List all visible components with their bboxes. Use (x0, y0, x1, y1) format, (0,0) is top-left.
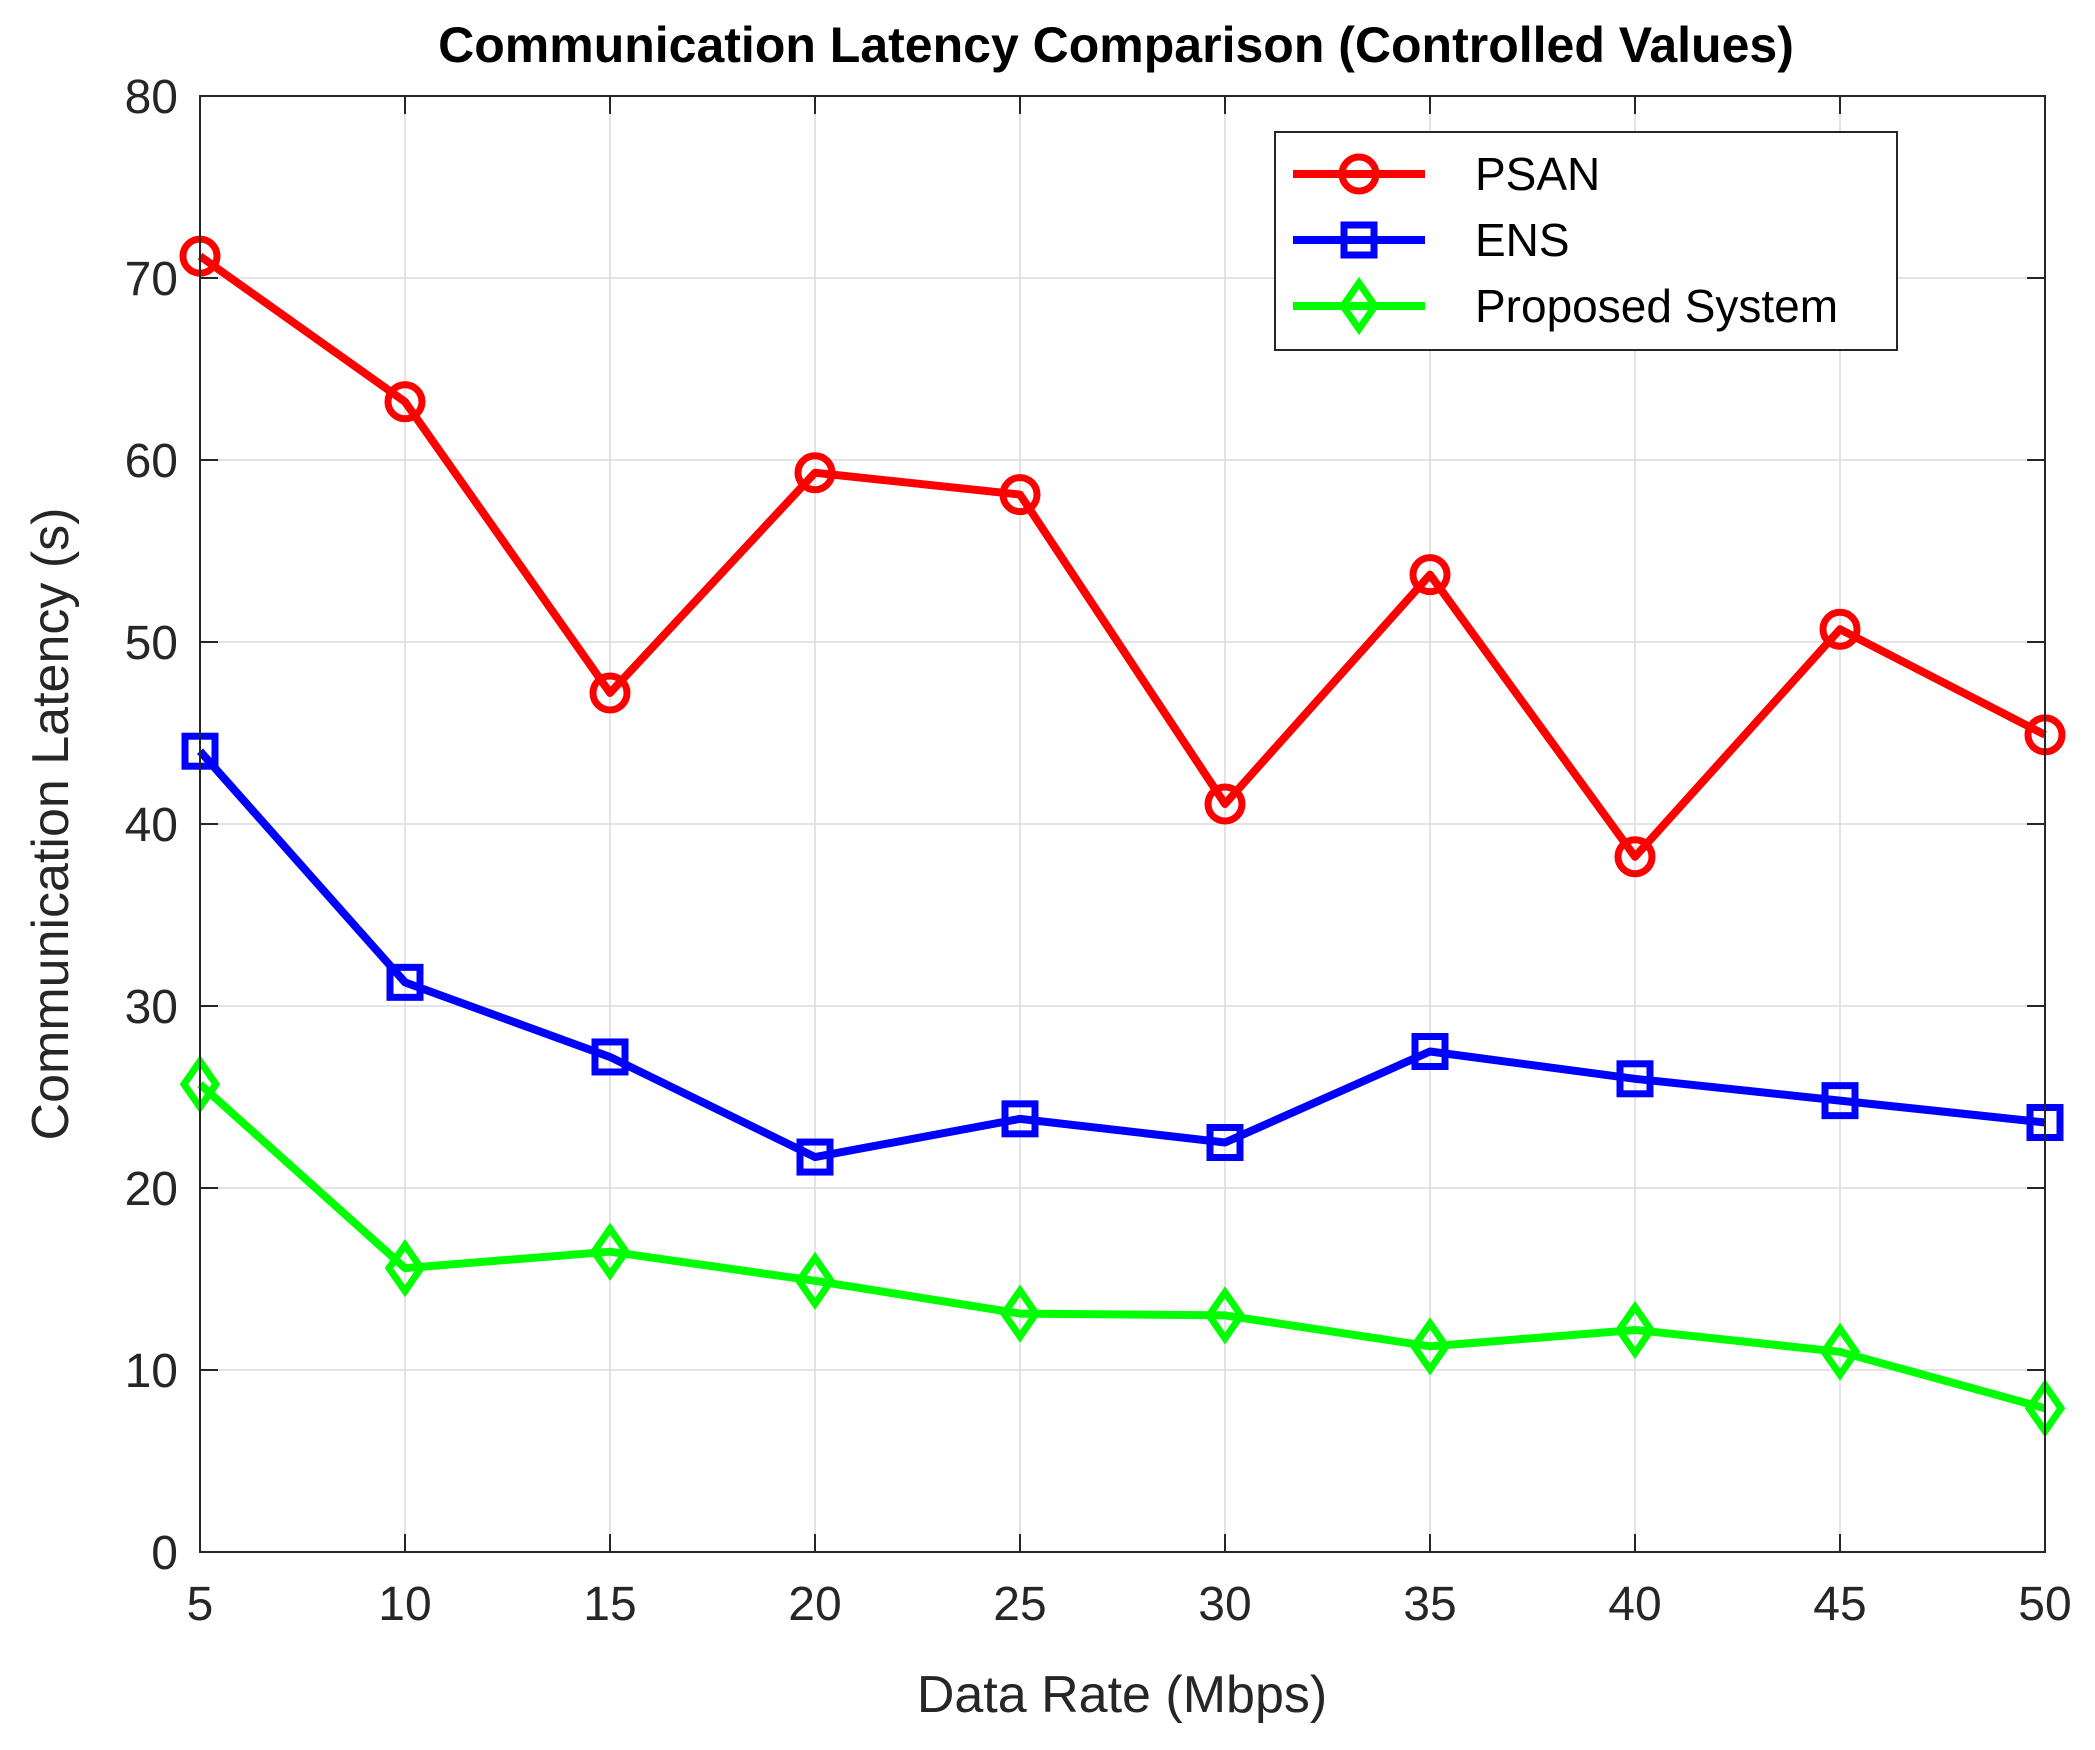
data-point-circle (1204, 783, 1246, 825)
legend-item: PSAN (1293, 148, 1600, 200)
legend-label: ENS (1475, 214, 1570, 266)
series-line (197, 1081, 2047, 1413)
data-point-diamond (794, 1251, 836, 1310)
legend-marker-circle (1338, 153, 1380, 195)
data-point-circle (1614, 836, 1656, 878)
chart-title: Communication Latency Comparison (Contro… (438, 17, 1794, 73)
data-point-diamond (1819, 1322, 1861, 1381)
y-tick-label: 0 (151, 1527, 178, 1580)
series-psan (179, 235, 2066, 878)
legend-item: ENS (1293, 214, 1570, 266)
x-tick-label: 30 (1198, 1578, 1251, 1631)
data-point-square (1821, 1082, 1859, 1120)
legend-label: Proposed System (1475, 280, 1838, 332)
x-tick-label: 5 (187, 1578, 214, 1631)
x-tick-label: 25 (993, 1578, 1046, 1631)
data-point-circle (794, 452, 836, 494)
data-point-square (1616, 1060, 1654, 1098)
data-point-diamond (1409, 1317, 1451, 1376)
x-tick-label: 40 (1608, 1578, 1661, 1631)
x-tick-label: 20 (788, 1578, 841, 1631)
x-tick-label: 45 (1813, 1578, 1866, 1631)
x-tick-label: 15 (583, 1578, 636, 1631)
y-tick-label: 20 (125, 1163, 178, 1216)
x-tick-label: 35 (1403, 1578, 1456, 1631)
legend: PSAN ENS Proposed System (1274, 131, 1898, 351)
data-point-square (386, 963, 424, 1001)
y-tick-label: 40 (125, 799, 178, 852)
data-point-diamond (589, 1222, 631, 1281)
legend-label: PSAN (1475, 148, 1600, 200)
series-line (197, 748, 2046, 1162)
x-axis-label: Data Rate (Mbps) (917, 1666, 1327, 1724)
data-point-square (1206, 1124, 1244, 1161)
legend-marker-diamond (1338, 276, 1380, 336)
legend-marker-square (1340, 221, 1378, 259)
series-group (179, 235, 2066, 1438)
data-point-square (591, 1038, 629, 1076)
legend-item: Proposed System (1293, 276, 1838, 336)
x-tick-label: 50 (2018, 1578, 2071, 1631)
y-tick-label: 70 (125, 253, 178, 306)
x-tick-label: 10 (378, 1578, 431, 1631)
y-tick-label: 30 (125, 981, 178, 1034)
data-point-circle (1819, 608, 1861, 650)
series-line (197, 252, 2047, 861)
y-tick-label: 80 (125, 71, 178, 124)
data-point-diamond (999, 1284, 1041, 1343)
data-point-square (1411, 1033, 1449, 1070)
data-point-square (1001, 1100, 1039, 1138)
data-point-diamond (1614, 1300, 1656, 1360)
y-tick-label: 60 (125, 435, 178, 488)
y-tick-label: 50 (125, 617, 178, 670)
y-axis-label: Communication Latency (s) (22, 508, 80, 1141)
y-tick-label: 10 (125, 1345, 178, 1398)
data-point-circle (999, 474, 1041, 516)
data-point-diamond (1204, 1286, 1246, 1345)
data-point-circle (589, 672, 631, 714)
data-point-diamond (384, 1238, 426, 1298)
data-point-circle (1409, 554, 1451, 596)
data-point-square (796, 1138, 834, 1176)
data-point-circle (384, 381, 426, 423)
axis-ticks: 5 10 15 20 25 30 35 40 45 50 0 10 20 30 40 50 60 70 80 (125, 71, 2072, 1631)
